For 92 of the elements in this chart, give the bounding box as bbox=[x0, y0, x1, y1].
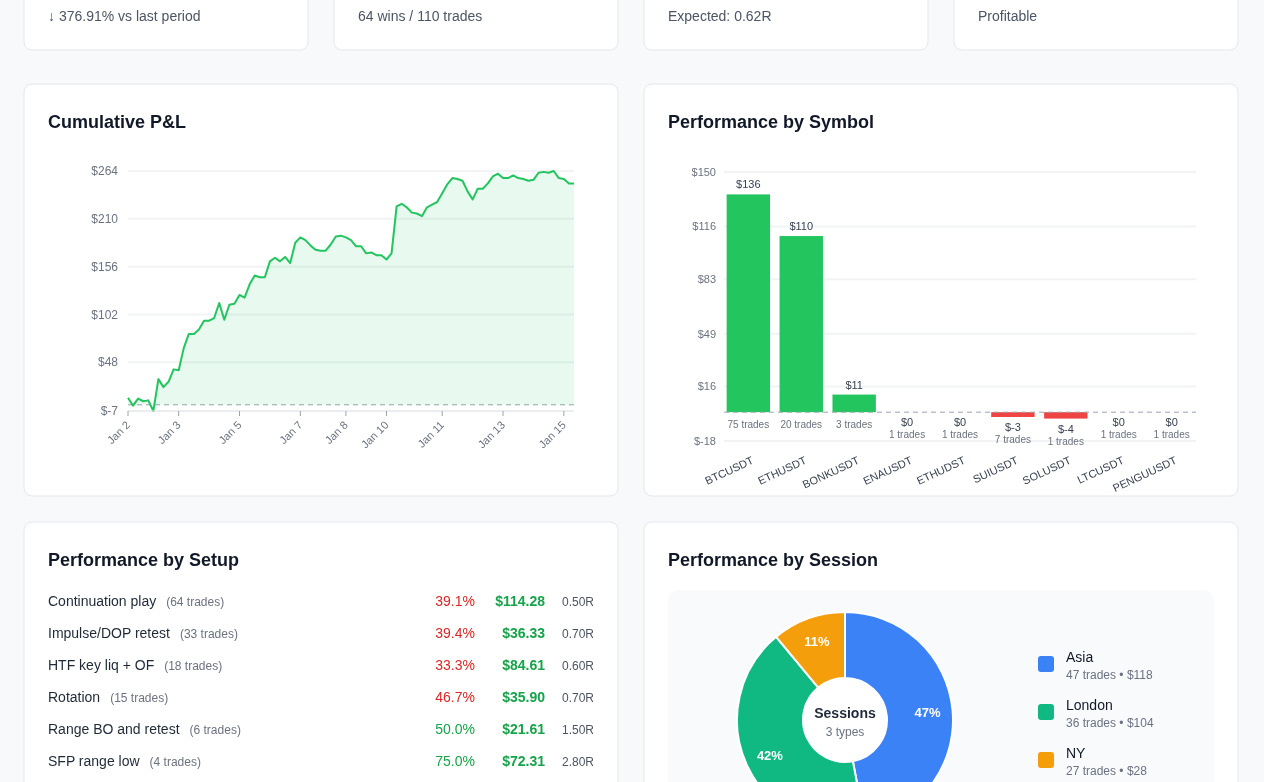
text: 47 trades • $118 bbox=[1066, 668, 1154, 682]
text: (64 trades) bbox=[166, 595, 225, 609]
chart-title: Performance by Symbol bbox=[668, 112, 875, 132]
annotation: 1 trades bbox=[1047, 435, 1084, 447]
annotation: 20 trades bbox=[780, 419, 823, 431]
text: 39.4% bbox=[435, 625, 475, 641]
text: 39.1% bbox=[435, 593, 475, 609]
bar bbox=[832, 394, 876, 413]
text: 64 wins / 110 trades bbox=[358, 8, 483, 24]
data-label: 11% bbox=[804, 634, 830, 650]
legend-label: Asia bbox=[1066, 649, 1094, 665]
y-tick-label: $156 bbox=[91, 259, 119, 274]
data-label: $0 bbox=[953, 416, 967, 429]
data-label: 42% bbox=[756, 747, 784, 763]
text: 3 types bbox=[825, 725, 865, 739]
annotation: 1 trades bbox=[941, 429, 979, 441]
y-tick-label: $116 bbox=[692, 220, 716, 233]
text: (6 trades) bbox=[189, 723, 241, 737]
data-label: $0 bbox=[900, 416, 914, 429]
text: 0.60R bbox=[561, 659, 595, 673]
text: ↓ 376.91% vs last period bbox=[48, 8, 201, 24]
y-tick-label: $102 bbox=[91, 307, 119, 322]
data-label: $-4 bbox=[1057, 422, 1074, 435]
x-tick-label: Jan 5 bbox=[216, 418, 244, 447]
x-tick-label: Jan 3 bbox=[155, 418, 183, 447]
x-tick-label: Jan 10 bbox=[358, 418, 391, 451]
text: 27 trades • $28 bbox=[1066, 764, 1148, 778]
bar bbox=[1044, 412, 1088, 419]
y-tick-label: $210 bbox=[91, 212, 119, 227]
text: Sessions bbox=[814, 705, 876, 721]
legend-label: London bbox=[1066, 697, 1113, 713]
annotation: 1 trades bbox=[889, 429, 926, 441]
annotation: 1 trades bbox=[1100, 429, 1137, 441]
text: $35.90 bbox=[502, 689, 546, 705]
data-label: $0 bbox=[1165, 416, 1178, 429]
x-tick-label: Jan 8 bbox=[322, 418, 351, 447]
chart-title: Performance by Session bbox=[668, 550, 879, 570]
category-label: Rotation bbox=[48, 689, 101, 705]
data-label: $136 bbox=[736, 178, 761, 191]
annotation: 7 trades bbox=[994, 433, 1031, 445]
text: (18 trades) bbox=[164, 659, 223, 673]
category-label: Range BO and retest bbox=[48, 721, 180, 737]
text: 1.50R bbox=[561, 723, 595, 737]
text: $36.33 bbox=[502, 625, 546, 641]
y-tick-label: $264 bbox=[91, 164, 119, 179]
annotation: 75 trades bbox=[727, 419, 770, 431]
y-tick-label: $83 bbox=[697, 273, 716, 286]
text: 46.7% bbox=[435, 689, 475, 705]
text: 0.50R bbox=[561, 595, 595, 609]
data-label: $-3 bbox=[1004, 420, 1021, 433]
y-tick-label: $16 bbox=[697, 380, 716, 393]
category-label: HTF key liq + OF bbox=[48, 657, 155, 673]
category-label: SFP range low bbox=[48, 753, 141, 769]
text: 36 trades • $104 bbox=[1066, 716, 1154, 730]
text: (15 trades) bbox=[110, 691, 169, 705]
x-tick-label: Jan 13 bbox=[475, 418, 508, 451]
text: Profitable bbox=[978, 8, 1038, 24]
text: $84.61 bbox=[502, 657, 546, 673]
text: 2.80R bbox=[561, 755, 595, 769]
text: Expected: 0.62R bbox=[668, 8, 772, 24]
text: (33 trades) bbox=[179, 627, 238, 641]
text: 0.70R bbox=[561, 627, 595, 641]
category-label: Continuation play bbox=[48, 593, 157, 609]
x-tick-label: Jan 2 bbox=[104, 418, 133, 447]
y-tick-label: $-7 bbox=[100, 404, 119, 419]
data-label: 47% bbox=[914, 704, 942, 720]
chart-title: Cumulative P&L bbox=[48, 112, 187, 132]
data-label: $0 bbox=[1112, 416, 1125, 429]
text: $114.28 bbox=[495, 593, 546, 609]
text: 33.3% bbox=[435, 657, 475, 673]
data-label: $110 bbox=[789, 220, 814, 233]
annotation: 1 trades bbox=[1153, 429, 1190, 441]
data-label: $11 bbox=[845, 378, 863, 391]
bar bbox=[779, 236, 823, 413]
text: (4 trades) bbox=[149, 755, 201, 769]
category-label: Impulse/DOP retest bbox=[48, 625, 171, 641]
x-tick-label: Jan 11 bbox=[415, 418, 447, 450]
x-tick-label: Jan 15 bbox=[536, 418, 568, 451]
text: 75.0% bbox=[435, 753, 475, 769]
y-tick-label: $49 bbox=[697, 327, 716, 340]
text: $21.61 bbox=[502, 721, 546, 737]
annotation: 3 trades bbox=[836, 419, 873, 431]
y-tick-label: $-18 bbox=[693, 434, 716, 447]
text: Performance by Setup bbox=[48, 550, 240, 570]
y-tick-label: $48 bbox=[97, 355, 119, 370]
text: $72.31 bbox=[502, 753, 546, 769]
text: 50.0% bbox=[435, 721, 475, 737]
x-tick-label: Jan 7 bbox=[276, 418, 305, 447]
legend-label: NY bbox=[1066, 745, 1087, 761]
bar bbox=[726, 194, 771, 413]
y-tick-label: $150 bbox=[691, 165, 716, 178]
text: 0.70R bbox=[561, 691, 595, 705]
